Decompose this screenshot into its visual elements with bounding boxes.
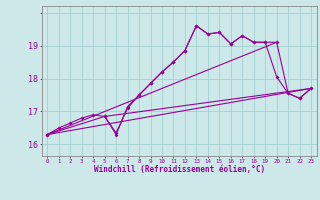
X-axis label: Windchill (Refroidissement éolien,°C): Windchill (Refroidissement éolien,°C) xyxy=(94,165,265,174)
